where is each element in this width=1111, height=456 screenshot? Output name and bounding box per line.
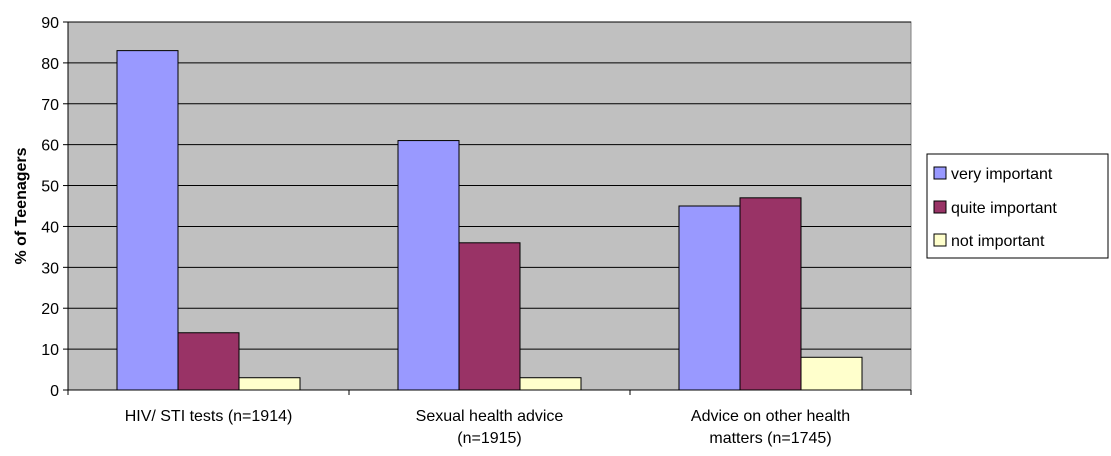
y-tick-label-0: 0 (50, 383, 59, 400)
y-tick-label-40: 40 (41, 219, 59, 236)
y-tick-label-50: 50 (41, 179, 59, 196)
legend-swatch-not-important (933, 233, 947, 247)
bar-very-important-cat0 (116, 50, 179, 391)
legend-swatch-very-important (933, 166, 947, 180)
x-category-label-2: Advice on other health matters (n=1745) (691, 408, 850, 447)
legend-label-very-important: very important (951, 166, 1053, 183)
y-tick-label-20: 20 (41, 301, 59, 318)
legend: very important quite important not impor… (926, 153, 1109, 259)
x-category-labels: HIV/ STI tests (n=1914) Sexual health adv… (125, 408, 850, 447)
y-tick-label-60: 60 (41, 138, 59, 155)
legend-label-not-important: not important (951, 233, 1045, 250)
legend-box (926, 153, 1109, 259)
legend-label-quite-important: quite important (951, 200, 1057, 217)
bar-quite-important-cat1 (458, 242, 521, 391)
y-tick-label-80: 80 (41, 56, 59, 73)
bars (116, 50, 863, 391)
x-category-label-0: HIV/ STI tests (n=1914) (125, 408, 293, 425)
y-tick-label-30: 30 (41, 260, 59, 277)
bar-not-important-cat1 (519, 377, 582, 391)
bar-not-important-cat0 (238, 377, 301, 391)
y-tick-label-90: 90 (41, 15, 59, 32)
y-tick-label-10: 10 (41, 342, 59, 359)
y-tick-label-70: 70 (41, 97, 59, 114)
bar-not-important-cat2 (800, 356, 863, 391)
x-category-label-1: Sexual health advice (n=1915) (416, 408, 564, 447)
y-tick-labels: 0 10 20 30 40 50 60 70 80 90 (41, 15, 59, 400)
axes (63, 21, 912, 395)
legend-swatch-quite-important (933, 200, 947, 214)
bar-very-important-cat2 (678, 205, 741, 391)
bar-quite-important-cat2 (739, 197, 802, 391)
bar-quite-important-cat0 (177, 332, 240, 391)
y-axis-title: % of Teenagers (13, 147, 30, 264)
bar-very-important-cat1 (397, 140, 460, 391)
